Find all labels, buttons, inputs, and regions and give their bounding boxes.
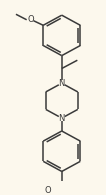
Text: N: N bbox=[59, 79, 65, 88]
Text: N: N bbox=[59, 114, 65, 123]
Text: O: O bbox=[27, 15, 34, 24]
Text: O: O bbox=[45, 186, 51, 195]
